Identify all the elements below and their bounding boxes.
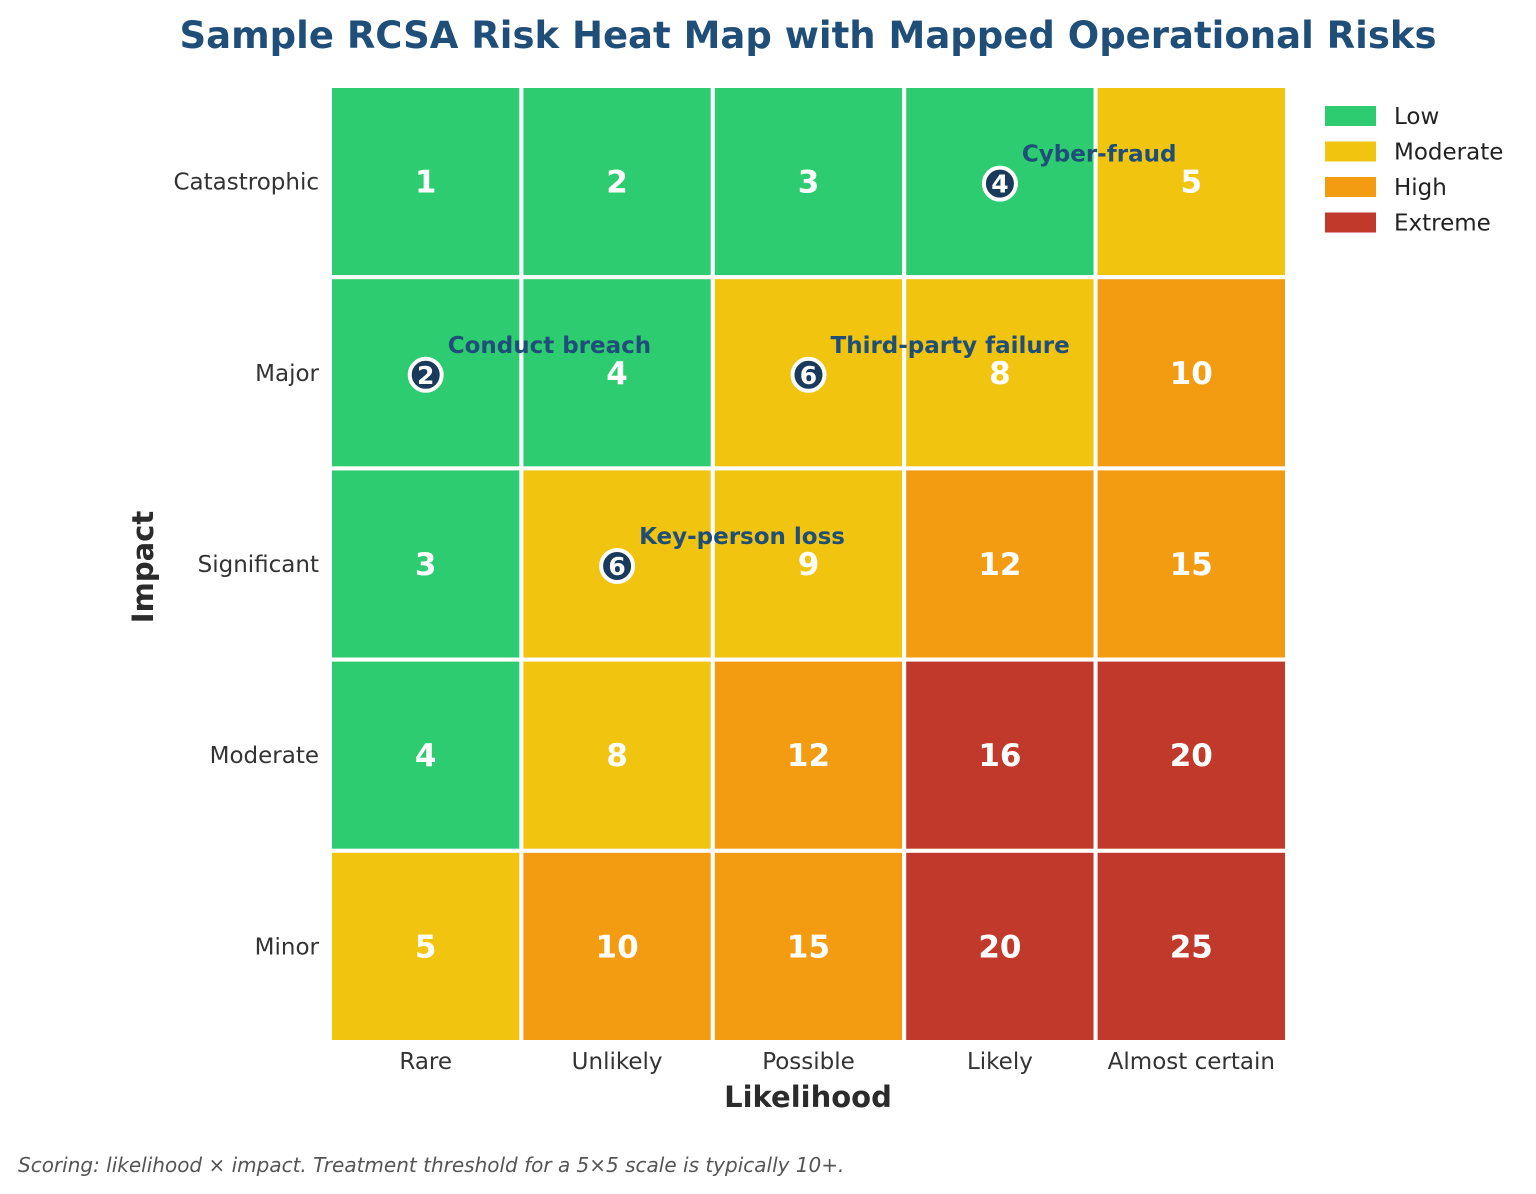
cell-score-label: 5 xyxy=(1181,165,1203,201)
heat-cell-minor-almost-certain xyxy=(1093,848,1289,1044)
heat-cell-minor-rare xyxy=(328,848,524,1044)
legend-label-moderate: Moderate xyxy=(1394,140,1503,166)
heat-cell-major-almost-certain xyxy=(1093,275,1289,471)
legend-swatch-high xyxy=(1325,177,1376,197)
cell-score-label: 15 xyxy=(1170,547,1213,583)
legend-swatch-moderate xyxy=(1325,141,1376,162)
cell-score-label: 3 xyxy=(798,165,820,201)
legend: Low Moderate High Extreme xyxy=(1325,104,1503,237)
risk-labels: Cyber-fraud Conduct breach Third-party fai… xyxy=(448,142,1177,550)
heat-cell-minor-unlikely xyxy=(519,848,715,1044)
cell-score-label: 4 xyxy=(415,738,437,774)
heat-cell-moderate-likely xyxy=(902,657,1098,853)
y-tick-significant: Significant xyxy=(198,552,319,578)
x-tick-likely: Likely xyxy=(967,1049,1033,1075)
y-axis-title: Impact xyxy=(126,511,160,624)
cell-score-label: 4 xyxy=(606,356,628,392)
cell-score-label: 8 xyxy=(989,356,1011,392)
risk-marker-cyber-fraud[interactable] xyxy=(981,165,1018,202)
x-axis-title: Likelihood xyxy=(724,1080,892,1114)
legend-swatch-extreme xyxy=(1325,212,1376,233)
heat-cell-minor-possible xyxy=(710,848,907,1044)
cell-score-label: 5 xyxy=(415,929,437,965)
cell-score-label: 9 xyxy=(798,547,820,583)
risk-marker-score: 2 xyxy=(417,361,434,390)
cell-score-label: 25 xyxy=(1170,929,1213,965)
cell-score-label: 16 xyxy=(978,738,1021,774)
cell-score-label: 1 xyxy=(415,165,437,201)
legend-label-extreme: Extreme xyxy=(1394,211,1491,237)
risk-label-key-person-loss: Key-person loss xyxy=(639,524,845,550)
heat-cell-moderate-rare xyxy=(328,657,524,853)
legend-swatch-low xyxy=(1325,106,1376,126)
risk-marker-third-party-failure[interactable] xyxy=(790,356,827,393)
cell-score-label: 2 xyxy=(606,165,628,201)
risk-markers: 4 2 6 6 xyxy=(407,165,1018,584)
legend-label-high: High xyxy=(1394,175,1447,201)
heat-cell-catastrophic-possible xyxy=(710,84,907,280)
y-tick-major: Major xyxy=(255,361,319,387)
y-tick-moderate: Moderate xyxy=(210,743,319,769)
x-axis-ticks: Rare Unlikely Possible Likely Almost certain xyxy=(399,1049,1275,1075)
y-axis-ticks: Catastrophic Major Significant Moderate Mino… xyxy=(173,170,319,961)
x-tick-rare: Rare xyxy=(399,1049,452,1075)
cell-score-label: 3 xyxy=(415,547,437,583)
cell-score-label: 10 xyxy=(1170,356,1213,392)
heat-cell-moderate-unlikely xyxy=(519,657,715,853)
cell-score-label: 12 xyxy=(978,547,1021,583)
heat-cell-catastrophic-rare xyxy=(328,84,524,280)
y-tick-catastrophic: Catastrophic xyxy=(173,170,319,196)
footnote: Scoring: likelihood × impact. Treatment … xyxy=(18,1153,844,1177)
risk-label-cyber-fraud: Cyber-fraud xyxy=(1022,142,1177,168)
risk-label-third-party-failure: Third-party failure xyxy=(831,333,1070,359)
cell-score-label: 8 xyxy=(606,738,628,774)
risk-marker-score: 6 xyxy=(800,361,817,390)
chart-title: Sample RCSA Risk Heat Map with Mapped Op… xyxy=(180,14,1437,57)
x-tick-possible: Possible xyxy=(762,1049,855,1075)
cell-score-label: 20 xyxy=(1170,738,1213,774)
risk-marker-key-person-loss[interactable] xyxy=(599,548,636,584)
x-tick-unlikely: Unlikely xyxy=(572,1049,663,1075)
cell-score-label: 10 xyxy=(596,929,639,965)
risk-marker-score: 4 xyxy=(991,170,1008,199)
heat-cell-moderate-possible xyxy=(710,657,907,853)
heat-cell-moderate-almost-certain xyxy=(1093,657,1289,853)
cell-score-label: 15 xyxy=(787,929,830,965)
x-tick-almost-certain: Almost certain xyxy=(1108,1049,1275,1075)
heat-map-grid: 12345246810369121548121620510152025 xyxy=(328,84,1289,1044)
legend-label-low: Low xyxy=(1394,104,1439,130)
heat-cell-significant-likely xyxy=(902,466,1098,662)
cell-score-label: 12 xyxy=(787,738,830,774)
risk-label-conduct-breach: Conduct breach xyxy=(448,333,651,359)
risk-marker-score: 6 xyxy=(608,552,625,581)
risk-marker-conduct-breach[interactable] xyxy=(407,356,444,393)
heat-cell-major-possible xyxy=(710,275,907,471)
heat-cell-catastrophic-unlikely xyxy=(519,84,715,280)
cell-score-label: 20 xyxy=(978,929,1021,965)
y-tick-minor: Minor xyxy=(255,934,320,960)
